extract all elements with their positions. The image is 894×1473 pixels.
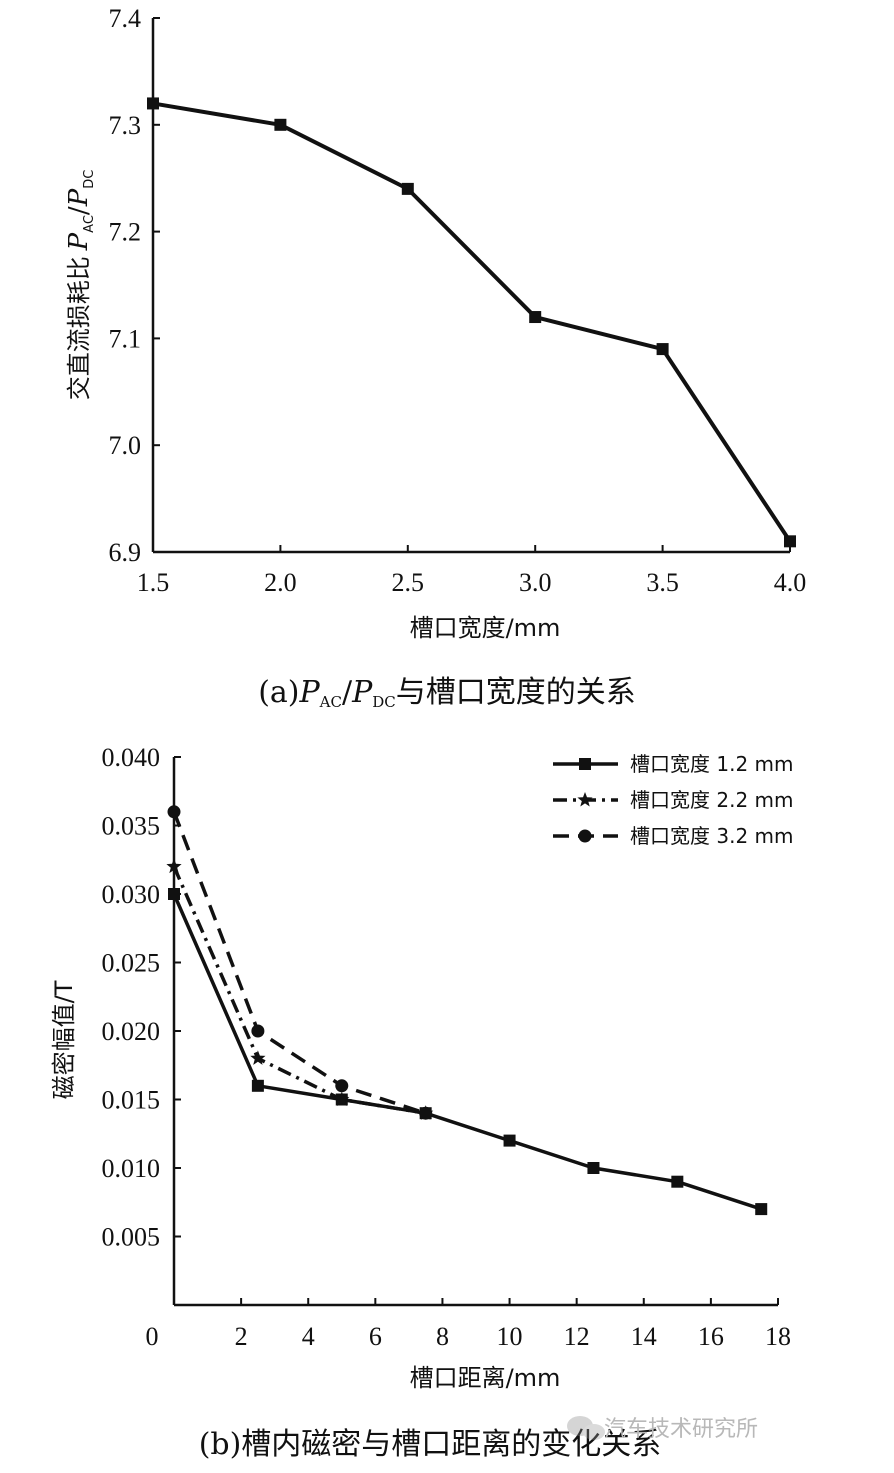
chart-b-y-tick-label: 0.020 — [102, 1017, 161, 1046]
chart-a-y-tick-label: 7.0 — [109, 431, 142, 460]
chart-a-point — [529, 311, 542, 324]
chart-b-y-tick-label: 0.015 — [102, 1086, 161, 1115]
legend-label-2: 槽口宽度 2.2 mm — [630, 788, 794, 812]
chart-a-point — [656, 343, 669, 356]
chart-a-y-tick-label: 7.4 — [109, 4, 142, 33]
chart-a-x-tick-label: 2.5 — [392, 568, 425, 597]
chart-a-point — [147, 97, 159, 110]
chart-a-y-tick-label: 6.9 — [109, 538, 142, 567]
chart-b-point-1 — [587, 1162, 600, 1174]
chart-b-series-line-1 — [172, 893, 762, 1211]
chart-b-x-label: 槽口距离/mm — [410, 1364, 561, 1392]
chart-a-y-tick-label: 7.2 — [109, 218, 142, 247]
chart-a-y-label-main: 交直流损耗比 — [65, 256, 93, 400]
chart-a-y-label: 交直流损耗比PAC/PDC — [64, 170, 97, 401]
chart-b-x-tick-label: 12 — [564, 1322, 590, 1351]
chart-b-point-1 — [168, 888, 180, 900]
watermark-text: 汽车技术研究所 — [604, 1417, 758, 1442]
chart-b-y-tick-label: 0.030 — [102, 880, 161, 909]
chart-b-x-tick-label: 14 — [631, 1322, 657, 1351]
chart-b-series-line-3 — [172, 811, 427, 1115]
chart-b-point-1 — [503, 1134, 516, 1147]
chart-a-caption-s1: AC — [319, 693, 342, 711]
chart-a-caption-s2: DC — [372, 693, 396, 711]
chart-b-x-tick-label: 10 — [497, 1322, 523, 1351]
chart-b: 0.005 0.010 0.015 0.020 0.025 0.030 0.035 0.040… — [50, 743, 794, 1462]
chart-a-x-tick-label: 3.5 — [646, 568, 679, 597]
chart-a: 6.9 7.0 7.1 7.2 7.3 7.4 1.5 2.0 2.5 3.0 3.5 4.0 槽口宽… — [64, 4, 806, 711]
chart-a-caption-post: 与槽口宽度的关系 — [396, 675, 636, 710]
legend-marker-2 — [577, 792, 593, 807]
watermark: 汽车技术研究所 — [567, 1416, 758, 1442]
chart-b-point-3 — [251, 1024, 265, 1038]
chart-b-point-2 — [250, 1050, 266, 1065]
legend-marker-3 — [578, 829, 592, 843]
chart-a-caption: (a)PAC/PDC与槽口宽度的关系 — [258, 675, 636, 711]
chart-a-series-line — [152, 101, 792, 543]
chart-b-point-2 — [166, 858, 182, 874]
chart-b-x-tick-label: 18 — [765, 1322, 791, 1351]
chart-b-y-tick-label: 0.010 — [102, 1154, 161, 1183]
chart-a-x-tick-label: 2.0 — [264, 568, 297, 597]
chart-a-point — [274, 118, 287, 131]
chart-b-y-tick-label: 0.025 — [102, 949, 161, 978]
chart-a-caption-p2: P — [351, 675, 373, 710]
wechat-icon — [567, 1416, 605, 1440]
chart-b-x-tick-label: 4 — [302, 1322, 315, 1351]
chart-b-y-label: 磁密幅值/T — [50, 980, 78, 1099]
chart-a-y-label-p2: P — [64, 188, 94, 207]
chart-a-y-label-p1: P — [64, 232, 94, 251]
legend-marker-1 — [579, 758, 591, 770]
chart-b-x-tick-label: 0 — [146, 1322, 159, 1351]
chart-b-legend: 槽口宽度 1.2 mm 槽口宽度 2.2 mm 槽口宽度 3.2 mm — [553, 752, 794, 848]
svg-text:交直流损耗比PAC/PDC: 交直流损耗比PAC/PDC — [64, 170, 97, 401]
chart-a-x-label: 槽口宽度/mm — [410, 614, 561, 642]
chart-a-y-label-s1: AC — [82, 215, 97, 233]
chart-a-x-tick-label: 4.0 — [774, 568, 807, 597]
chart-b-point-3 — [419, 1106, 433, 1120]
chart-b-caption: (b)槽内磁密与槽口距离的变化关系 — [199, 1427, 662, 1462]
chart-a-y-tick-label: 7.3 — [109, 111, 142, 140]
chart-b-point-1 — [755, 1203, 768, 1216]
chart-b-x-tick-label: 8 — [436, 1322, 449, 1351]
chart-b-point-3 — [335, 1079, 349, 1093]
legend-label-1: 槽口宽度 1.2 mm — [630, 752, 794, 776]
chart-b-series-line-2 — [172, 865, 426, 1115]
chart-a-caption-p1: P — [298, 675, 320, 710]
chart-a-caption-slash: / — [342, 675, 353, 710]
chart-b-y-tick-label: 0.005 — [102, 1223, 161, 1252]
chart-b-x-tick-label: 6 — [369, 1322, 382, 1351]
chart-a-x-tick-label: 1.5 — [137, 568, 170, 597]
chart-a-y-label-slash: / — [64, 206, 94, 215]
chart-a-point — [784, 535, 796, 548]
chart-a-x-tick-label: 3.0 — [519, 568, 552, 597]
chart-b-point-3 — [167, 805, 181, 819]
chart-b-x-tick-label: 16 — [698, 1322, 724, 1351]
chart-a-y-tick-label: 7.1 — [109, 324, 142, 353]
chart-b-x-tick-label: 2 — [235, 1322, 248, 1351]
chart-b-y-tick-label: 0.040 — [102, 743, 161, 772]
chart-a-caption-pre: (a) — [258, 675, 299, 710]
chart-b-point-1 — [671, 1175, 684, 1188]
chart-a-y-label-s2: DC — [82, 170, 97, 189]
chart-b-point-1 — [251, 1079, 264, 1092]
chart-a-point — [401, 182, 414, 195]
chart-b-y-tick-label: 0.035 — [102, 812, 161, 841]
legend-label-3: 槽口宽度 3.2 mm — [630, 824, 794, 848]
chart-b-point-2 — [334, 1091, 350, 1106]
